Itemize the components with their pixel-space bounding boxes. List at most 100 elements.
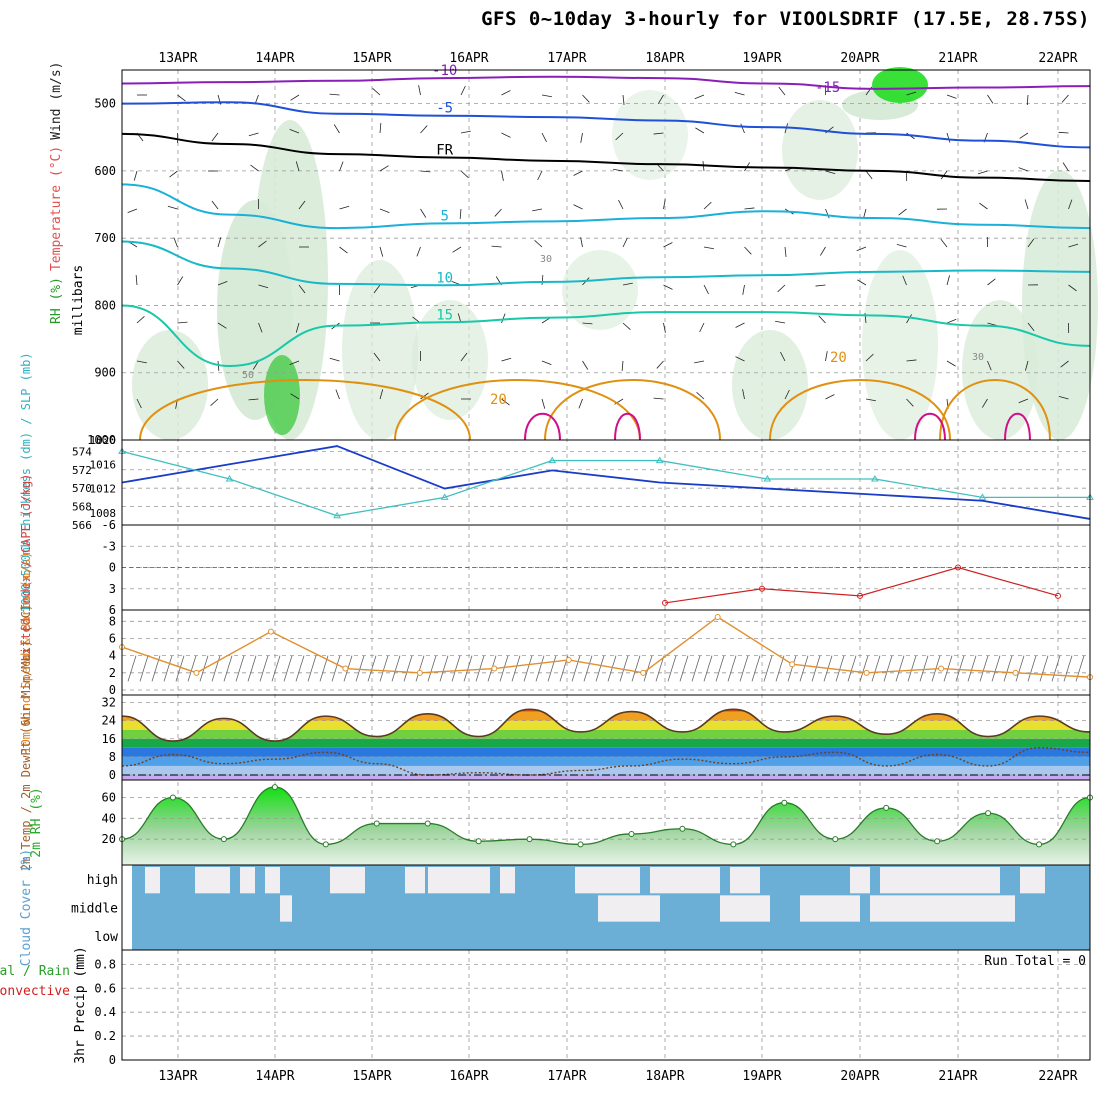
wind-barb bbox=[235, 655, 245, 682]
wind-barb bbox=[547, 655, 557, 682]
cloud-gap bbox=[428, 867, 490, 894]
precip-tick-label: 0.6 bbox=[94, 981, 116, 995]
rh-shading bbox=[132, 330, 208, 440]
wind-barb bbox=[534, 240, 543, 248]
wind-barb bbox=[653, 397, 664, 400]
wind-barb bbox=[1024, 199, 1029, 210]
cloud-gap bbox=[850, 867, 870, 894]
profile-ylabel-units: millibars bbox=[71, 265, 86, 335]
wind-barb bbox=[865, 353, 874, 362]
wind-barb bbox=[658, 94, 664, 104]
wind-barb bbox=[418, 85, 421, 96]
li-tick-label: 3 bbox=[109, 582, 116, 596]
wind-barb bbox=[217, 281, 228, 286]
wind-barb bbox=[825, 394, 835, 400]
wind-barb bbox=[818, 315, 826, 324]
wind-barb bbox=[295, 161, 300, 172]
date-label-top: 22APR bbox=[1038, 51, 1077, 66]
rh-marker bbox=[730, 841, 737, 848]
isotherm-5 bbox=[121, 183, 1091, 230]
wind-barb bbox=[667, 655, 677, 682]
temp-tick-label: 16 bbox=[102, 732, 116, 746]
wind-barb bbox=[715, 655, 725, 682]
temp-band bbox=[122, 738, 1090, 748]
wind-barb bbox=[778, 86, 786, 96]
wind-barb bbox=[1068, 199, 1073, 210]
wind-barb bbox=[595, 655, 605, 682]
cloud-gap bbox=[500, 867, 515, 894]
wind-barb bbox=[622, 237, 628, 248]
wind-barb bbox=[339, 161, 344, 172]
wind-barb bbox=[906, 314, 912, 324]
cloud-gap bbox=[720, 895, 770, 922]
wind-barb bbox=[1039, 655, 1049, 682]
wind-barb bbox=[820, 246, 826, 256]
wind-barb bbox=[979, 655, 989, 682]
wind-barb bbox=[1062, 162, 1069, 172]
wind-barb bbox=[439, 655, 449, 682]
rh-core bbox=[264, 355, 300, 435]
pressure-tick-label: 900 bbox=[94, 366, 116, 380]
isotherm-25 bbox=[524, 412, 561, 441]
rh-label: 30 bbox=[540, 254, 552, 265]
cloud-ylabel: Cloud Cover (%) bbox=[19, 849, 34, 966]
wind-barb bbox=[541, 317, 551, 324]
thickness-tick-label: 566 bbox=[72, 519, 92, 532]
temp-line bbox=[121, 708, 1091, 742]
wind-barb bbox=[247, 655, 257, 682]
thickness-panel: 566 568 570 572 574 1008 1012 1016 1020 1000-500m… bbox=[19, 352, 1094, 613]
wind-barb bbox=[187, 655, 197, 682]
wind-tick-label: 6 bbox=[109, 631, 116, 645]
pressure-tick-label: 800 bbox=[94, 298, 116, 312]
rh-shading bbox=[342, 260, 418, 440]
cloud-row-label: low bbox=[95, 930, 119, 945]
wind-barb bbox=[452, 246, 462, 253]
isotherm-20 bbox=[544, 379, 721, 441]
wind-barb bbox=[573, 170, 583, 176]
isotherm-label: 5 bbox=[440, 208, 448, 224]
wind-barb bbox=[694, 94, 705, 100]
wind-barb bbox=[177, 321, 188, 324]
cloud-gap bbox=[870, 895, 1015, 922]
isotherm-20 bbox=[939, 379, 1051, 441]
wind-barb bbox=[622, 322, 631, 330]
rh-shading bbox=[862, 250, 938, 440]
wind-barb bbox=[656, 360, 664, 369]
wind-barb bbox=[582, 360, 589, 370]
wind-barb bbox=[290, 94, 300, 101]
rh-marker bbox=[934, 838, 941, 845]
wind-barb bbox=[607, 655, 617, 682]
wind-barb bbox=[175, 655, 185, 682]
wind-barb bbox=[258, 240, 267, 248]
rh-shading bbox=[1022, 170, 1098, 440]
wind-barb bbox=[663, 242, 673, 248]
wind-barb bbox=[258, 284, 269, 289]
wind-barb bbox=[136, 316, 145, 324]
rh-marker bbox=[424, 820, 431, 827]
isotherm-label: FR bbox=[436, 142, 453, 158]
run-total-label: Run Total = 0 bbox=[984, 954, 1086, 969]
wind-barb bbox=[217, 237, 222, 248]
rh-panel: 20 40 60 2m RH (%) bbox=[29, 779, 1093, 866]
wind-barb bbox=[663, 322, 666, 333]
wind-barb bbox=[1027, 322, 1035, 332]
thickness-marker bbox=[548, 456, 557, 464]
date-label-top: 18APR bbox=[645, 51, 684, 66]
wind-barb bbox=[777, 284, 786, 293]
slp-tick-label: 1016 bbox=[90, 458, 117, 471]
cloud-gap bbox=[405, 867, 425, 894]
wind-barb bbox=[420, 125, 428, 134]
wind-barb bbox=[1015, 655, 1025, 682]
wind-barb bbox=[391, 655, 401, 682]
temp-band bbox=[122, 756, 1090, 766]
wind-barb bbox=[946, 360, 956, 367]
wind-barb bbox=[223, 655, 233, 682]
precip-tick-label: 0.2 bbox=[94, 1029, 116, 1043]
wind-marker bbox=[491, 665, 498, 672]
wind-barb bbox=[475, 655, 485, 682]
thickness-line bbox=[121, 450, 1090, 517]
wind-barb bbox=[946, 94, 957, 99]
thickness-tick-label: 574 bbox=[72, 445, 92, 458]
